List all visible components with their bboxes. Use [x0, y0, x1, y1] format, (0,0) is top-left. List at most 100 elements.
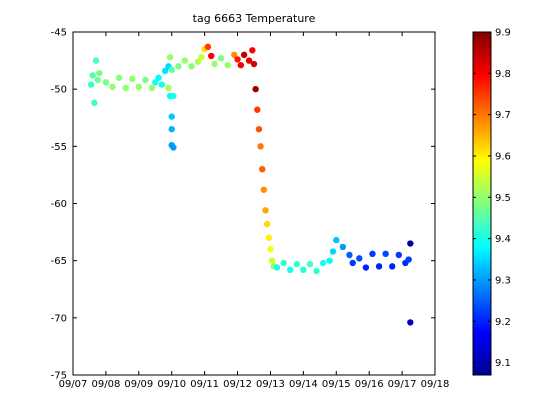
colorbar-tick-label: 9.9 — [495, 28, 511, 39]
x-tick-label: 09/07 — [59, 379, 88, 390]
data-point — [109, 83, 116, 91]
colorbar-tick-label: 9.4 — [495, 234, 511, 245]
data-point — [237, 61, 245, 69]
data-point — [287, 266, 294, 274]
data-point — [329, 248, 337, 255]
data-point — [306, 260, 314, 268]
data-point — [166, 53, 174, 61]
data-point — [152, 79, 159, 86]
data-point — [395, 251, 402, 259]
data-point — [194, 58, 202, 65]
data-point — [204, 43, 212, 51]
y-tick-label: -50 — [51, 85, 67, 96]
y-tick-label: -45 — [51, 28, 67, 39]
y-tick-label: -70 — [51, 313, 67, 324]
colorbar — [472, 31, 492, 376]
data-point — [280, 259, 287, 267]
y-tick-label: -55 — [51, 142, 67, 153]
x-tick-label: 09/15 — [322, 379, 351, 390]
x-axis: 09/07 09/08 09/09 09/10 09/11 09/12 09/13 09/14… — [59, 32, 450, 390]
x-tick-label: 09/18 — [421, 379, 450, 390]
data-point — [89, 72, 96, 79]
colorbar-tick-label: 9.7 — [495, 110, 511, 121]
data-point — [250, 60, 258, 68]
data-point — [87, 81, 95, 88]
x-tick-label: 09/17 — [388, 379, 417, 390]
data-point — [369, 250, 376, 258]
x-tick-label: 09/08 — [91, 379, 120, 390]
data-point — [260, 186, 268, 193]
data-points — [87, 43, 414, 326]
data-point — [407, 319, 414, 326]
data-point — [181, 57, 189, 64]
data-point — [188, 63, 195, 70]
data-point — [346, 251, 353, 259]
data-point — [405, 256, 412, 263]
data-point — [115, 74, 123, 81]
data-point — [407, 240, 414, 247]
data-point — [129, 75, 136, 83]
y-tick-label: -65 — [51, 256, 67, 267]
colorbar-tick-label: 9.1 — [495, 358, 511, 369]
data-point — [92, 57, 100, 64]
data-point — [102, 79, 110, 86]
x-tick-label: 09/13 — [256, 379, 285, 390]
data-point — [257, 143, 264, 150]
data-point — [240, 51, 248, 59]
data-point — [245, 57, 253, 64]
data-point — [168, 141, 175, 149]
data-point — [268, 257, 276, 264]
data-point — [389, 263, 396, 270]
data-point — [293, 260, 300, 268]
colorbar-axis: 9.1 9.2 9.3 9.4 9.5 9.6 9.7 9.8 9.9 — [473, 28, 511, 369]
data-point — [224, 61, 231, 69]
data-point — [198, 53, 205, 61]
data-point — [91, 99, 98, 107]
data-point — [356, 255, 363, 262]
data-point — [267, 246, 274, 253]
data-point — [208, 52, 215, 60]
data-point — [168, 113, 175, 120]
data-point — [273, 264, 281, 271]
data-point — [231, 51, 238, 59]
x-tick-label: 09/14 — [289, 379, 318, 390]
data-point — [135, 83, 143, 91]
data-point — [255, 125, 263, 133]
x-tick-label: 09/12 — [223, 379, 252, 390]
colorbar-tick-label: 9.6 — [495, 151, 511, 162]
data-point — [263, 220, 271, 228]
data-point — [122, 84, 129, 92]
data-point — [254, 106, 261, 113]
data-point — [259, 166, 266, 173]
data-point — [211, 60, 218, 68]
data-point — [375, 263, 383, 270]
colorbar-tick-label: 9.2 — [495, 317, 511, 328]
y-axis: -75 -70 -65 -60 -55 -50 -45 — [51, 28, 435, 382]
plot-area — [72, 31, 436, 376]
data-point — [362, 264, 370, 271]
x-tick-label: 09/09 — [124, 379, 153, 390]
x-tick-label: 09/16 — [355, 379, 384, 390]
data-point — [168, 66, 175, 73]
data-point — [155, 74, 162, 81]
colorbar-tick-label: 9.3 — [495, 275, 511, 286]
x-tick-label: 09/10 — [157, 379, 186, 390]
colorbar-tick-label: 9.5 — [495, 193, 511, 204]
data-point — [217, 55, 225, 62]
data-point — [168, 125, 175, 133]
data-point — [300, 266, 307, 274]
data-point — [252, 85, 259, 93]
x-tick-label: 09/11 — [190, 379, 219, 390]
data-point — [96, 69, 103, 77]
data-point — [262, 207, 269, 214]
data-point — [161, 67, 169, 75]
colorbar-tick-label: 9.8 — [495, 69, 511, 80]
data-point — [170, 92, 177, 100]
data-point — [265, 234, 273, 241]
data-point — [165, 84, 172, 92]
data-point — [158, 81, 166, 88]
data-point — [148, 84, 156, 92]
data-point — [382, 250, 389, 258]
data-point — [175, 63, 182, 70]
